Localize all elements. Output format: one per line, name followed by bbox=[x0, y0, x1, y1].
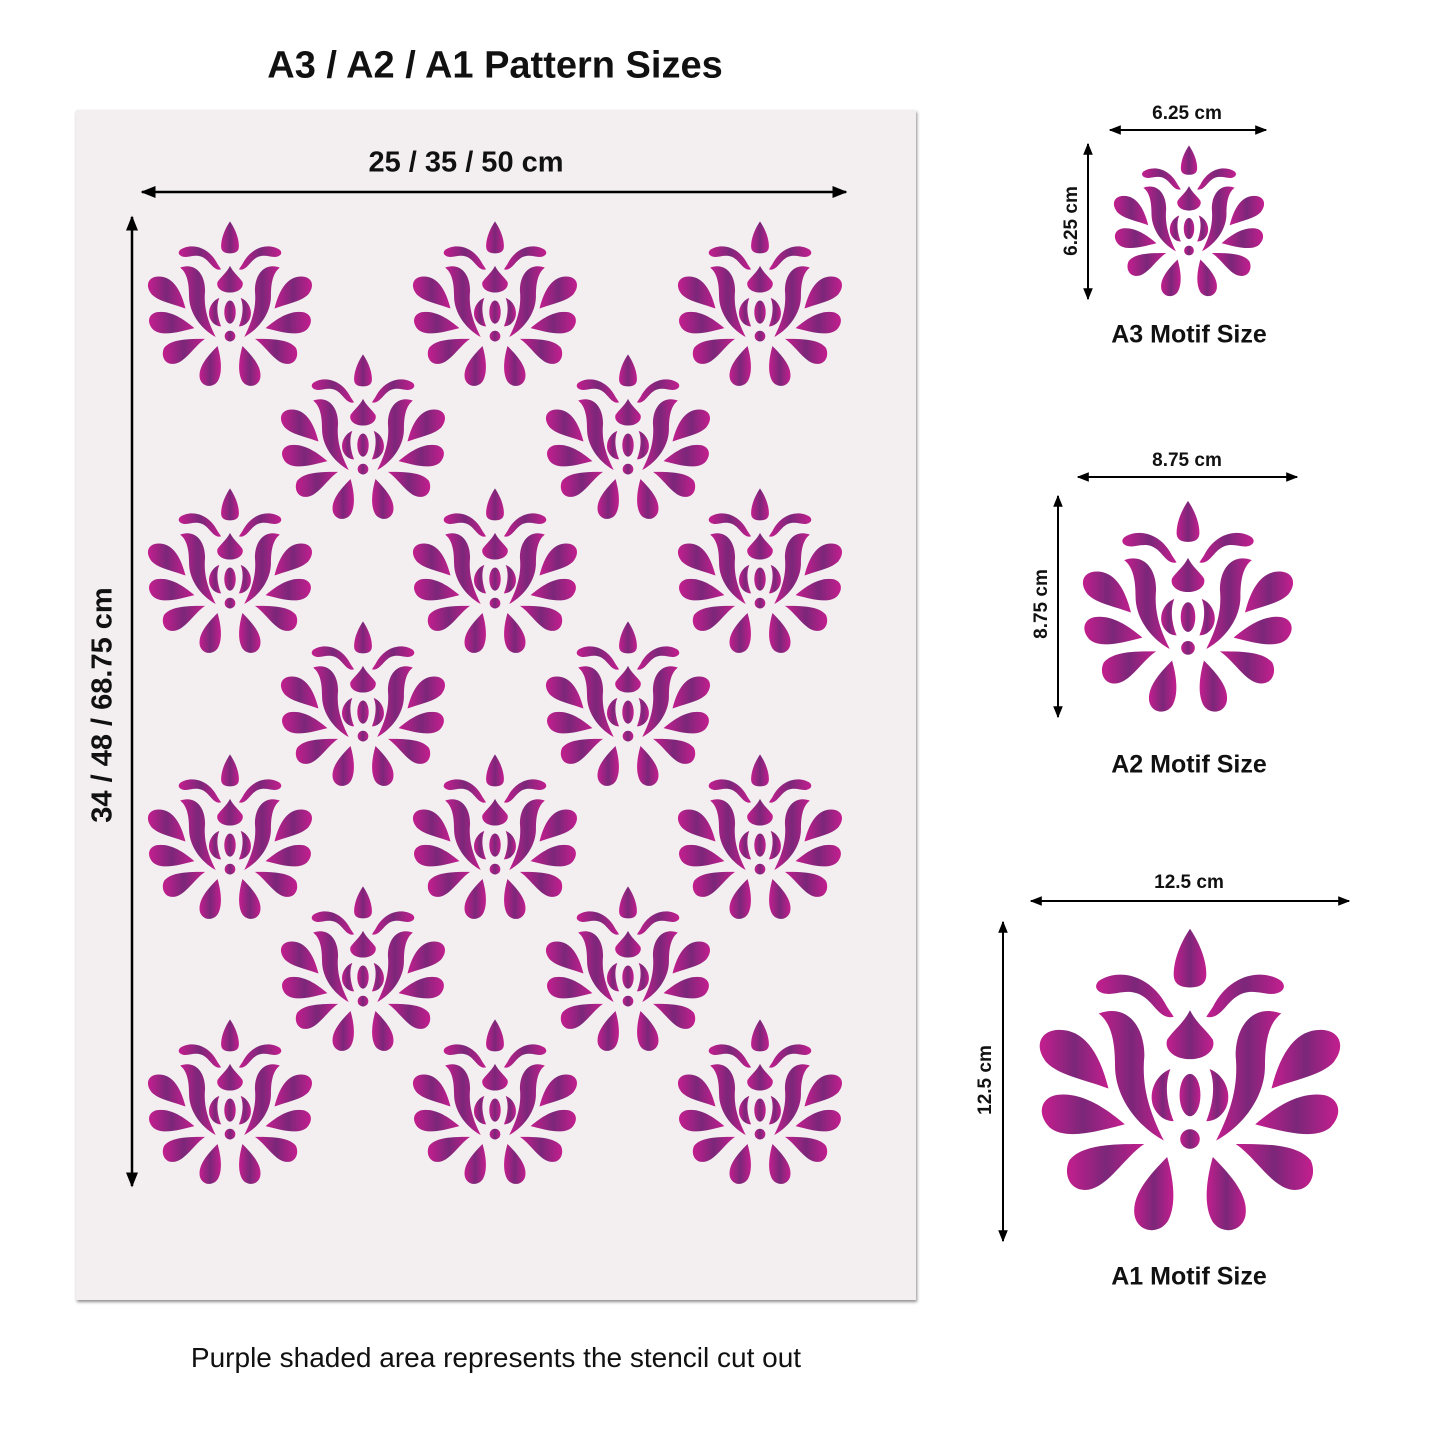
pattern-motif bbox=[148, 221, 312, 386]
pattern-motif bbox=[148, 754, 312, 919]
pattern-motif bbox=[281, 354, 445, 519]
a1-motif bbox=[1040, 929, 1340, 1230]
pattern-motif bbox=[413, 488, 577, 653]
pattern-motif bbox=[281, 621, 445, 786]
pattern-grid bbox=[148, 221, 842, 1184]
pattern-height-label: 34 / 48 / 68.75 cm bbox=[86, 587, 119, 823]
pattern-motif bbox=[678, 1019, 842, 1184]
pattern-motif bbox=[413, 221, 577, 386]
page-title: A3 / A2 / A1 Pattern Sizes bbox=[267, 44, 723, 87]
a1-size-label-vertical: 12.5 cm bbox=[975, 1045, 996, 1115]
a3-size-label-vertical: 6.25 cm bbox=[1061, 186, 1082, 256]
pattern-motif bbox=[678, 488, 842, 653]
a1-size-label: 12.5 cm bbox=[1154, 872, 1224, 893]
pattern-motif bbox=[678, 754, 842, 919]
a3-size-label: 6.25 cm bbox=[1152, 103, 1222, 124]
pattern-motif bbox=[546, 354, 710, 519]
a2-size-label-vertical: 8.75 cm bbox=[1031, 569, 1052, 639]
pattern-motif bbox=[148, 488, 312, 653]
pattern-motif bbox=[413, 754, 577, 919]
a2-motif bbox=[1083, 501, 1293, 712]
pattern-motif bbox=[148, 1019, 312, 1184]
pattern-motif bbox=[413, 1019, 577, 1184]
a3-motif bbox=[1114, 145, 1264, 296]
a2-motif-label: A2 Motif Size bbox=[1111, 750, 1267, 779]
a3-motif-label: A3 Motif Size bbox=[1111, 320, 1267, 349]
pattern-width-label: 25 / 35 / 50 cm bbox=[368, 146, 564, 179]
a1-motif-label: A1 Motif Size bbox=[1111, 1262, 1267, 1291]
caption: Purple shaded area represents the stenci… bbox=[190, 1342, 802, 1373]
pattern-motif bbox=[281, 886, 445, 1051]
pattern-motif bbox=[546, 621, 710, 786]
pattern-motif bbox=[546, 886, 710, 1051]
pattern-motif bbox=[678, 221, 842, 386]
a2-size-label: 8.75 cm bbox=[1152, 450, 1222, 471]
